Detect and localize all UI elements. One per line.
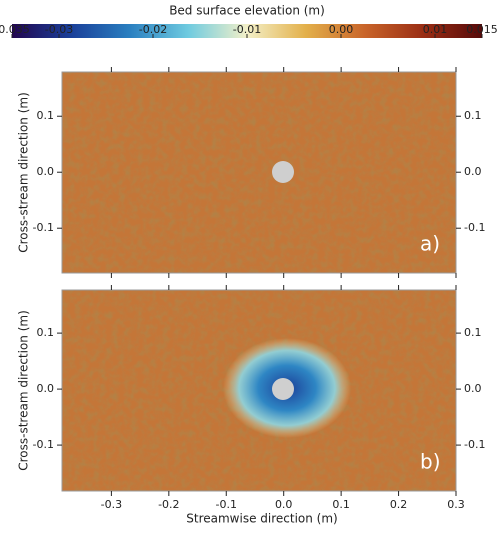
colorbar-tick-label: 0.00	[329, 23, 354, 36]
x-tick-label: 0.1	[332, 498, 350, 511]
y-tick-label: 0.1	[37, 326, 55, 339]
y-tick-label: -0.1	[33, 221, 54, 234]
x-tick-label: 0.3	[447, 498, 465, 511]
y-tick-label: 0.0	[37, 382, 55, 395]
panel-label: a)	[420, 232, 440, 256]
colorbar-tick-label: -0.03	[45, 23, 73, 36]
x-axis-title: Streamwise direction (m)	[186, 512, 337, 526]
x-tick-label: -0.3	[101, 498, 122, 511]
colorbar-tick-label: 0.015	[466, 23, 498, 36]
y-tick-label: 0.0	[464, 165, 482, 178]
colorbar	[12, 24, 482, 38]
y-tick-label: 0.1	[464, 326, 482, 339]
colorbar-tick-label: -0.02	[139, 23, 167, 36]
x-tick-label: -0.1	[216, 498, 237, 511]
y-tick-label: 0.0	[464, 382, 482, 395]
colorbar-tick-label: -0.01	[233, 23, 261, 36]
x-tick-label: -0.2	[158, 498, 179, 511]
cylinder	[272, 161, 294, 183]
y-tick-label: 0.1	[464, 109, 482, 122]
y-axis-title: Cross-stream direction (m)	[17, 310, 31, 471]
x-tick-label: 0.0	[275, 498, 293, 511]
y-tick-label: -0.1	[464, 438, 485, 451]
y-tick-label: 0.1	[37, 109, 55, 122]
panel-frame	[61, 289, 457, 492]
y-tick-label: -0.1	[33, 438, 54, 451]
colorbar-title: Bed surface elevation (m)	[169, 4, 325, 18]
panel-label: b)	[420, 450, 441, 474]
y-tick-label: -0.1	[464, 221, 485, 234]
colorbar-tick-label: -0.035	[0, 23, 30, 36]
surface-a	[62, 72, 456, 273]
y-tick-label: 0.0	[37, 165, 55, 178]
colorbar-tick-label: 0.01	[423, 23, 448, 36]
cylinder	[272, 378, 294, 400]
y-axis-title: Cross-stream direction (m)	[17, 92, 31, 253]
x-tick-label: 0.2	[390, 498, 408, 511]
